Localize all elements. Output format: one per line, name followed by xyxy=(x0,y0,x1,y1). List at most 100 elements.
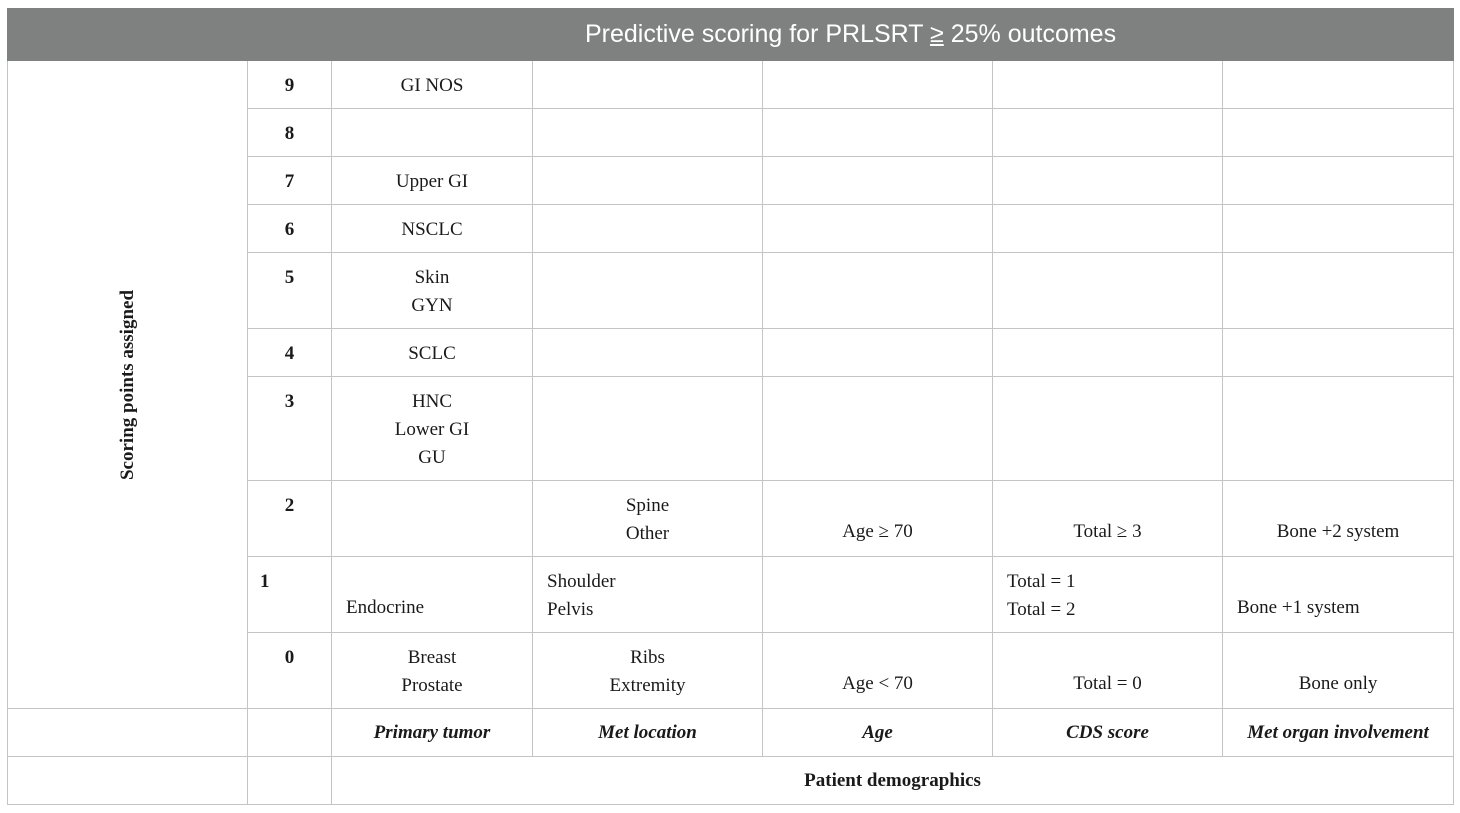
title-blank-cell xyxy=(7,8,248,61)
met-organ-cell: Bone only xyxy=(1221,632,1455,709)
points-cell: 0 xyxy=(247,632,332,709)
met-organ-cell xyxy=(1221,108,1455,157)
table-title-row: Predictive scoring for PRLSRT ≥ 25% outc… xyxy=(7,8,1455,61)
cds-score-cell xyxy=(992,156,1223,205)
points-cell: 2 xyxy=(247,480,332,557)
scoring-table-container: Predictive scoring for PRLSRT ≥ 25% outc… xyxy=(7,8,1455,805)
met-location-cell xyxy=(532,328,763,377)
cds-score-entry: Total = 1 xyxy=(1007,571,1076,592)
met-location-cell xyxy=(532,60,763,109)
met-organ-cell: Bone +1 system xyxy=(1221,556,1455,633)
primary-tumor-entry: GU xyxy=(418,447,446,468)
primary-tumor-cell: SCLC xyxy=(331,328,533,377)
primary-tumor-entry: Skin xyxy=(414,267,450,288)
cds-score-cell xyxy=(992,60,1223,109)
primary-tumor-cell: Breast Prostate xyxy=(331,632,533,709)
column-header-row: Primary tumor Met location Age CDS score… xyxy=(7,708,1455,757)
met-location-entry: Shoulder xyxy=(547,571,616,592)
points-cell: 9 xyxy=(247,60,332,109)
met-location-cell: Ribs Extremity xyxy=(532,632,763,709)
met-organ-cell xyxy=(1221,252,1455,329)
primary-tumor-entry: Prostate xyxy=(401,675,463,696)
points-cell: 4 xyxy=(247,328,332,377)
primary-tumor-cell: Endocrine xyxy=(331,556,533,633)
table-title-symbol: ≥ xyxy=(930,20,944,48)
cds-score-cell xyxy=(992,204,1223,253)
side-label-cell: Scoring points assigned xyxy=(7,60,248,709)
footer-blank-cell xyxy=(247,756,332,805)
cds-score-cell: Total ≥ 3 xyxy=(992,480,1223,557)
met-location-cell xyxy=(532,204,763,253)
column-header-cds-score: CDS score xyxy=(992,708,1223,757)
primary-tumor-entry: Breast xyxy=(407,647,457,668)
side-label: Scoring points assigned xyxy=(116,289,138,480)
primary-tumor-entry: Lower GI xyxy=(394,419,470,440)
points-cell: 7 xyxy=(247,156,332,205)
table-title: Predictive scoring for PRLSRT ≥ 25% outc… xyxy=(246,8,1455,61)
primary-tumor-cell xyxy=(331,480,533,557)
age-cell: Age ≥ 70 xyxy=(762,480,993,557)
age-cell xyxy=(762,60,993,109)
table-title-suffix: 25% outcomes xyxy=(943,20,1117,48)
table-row-3: 3 HNC Lower GI GU xyxy=(8,376,1455,481)
primary-tumor-cell: HNC Lower GI GU xyxy=(331,376,533,481)
age-cell xyxy=(762,156,993,205)
met-organ-cell xyxy=(1221,204,1455,253)
age-cell: Age < 70 xyxy=(762,632,993,709)
scoring-table: Predictive scoring for PRLSRT ≥ 25% outc… xyxy=(7,8,1455,805)
column-header-met-location: Met location xyxy=(532,708,763,757)
cds-score-cell xyxy=(992,252,1223,329)
met-organ-cell xyxy=(1221,328,1455,377)
points-cell: 8 xyxy=(247,108,332,157)
table-row-1: 1 Endocrine Shoulder Pelvis Total = 1 To… xyxy=(8,556,1455,633)
column-header-met-organ: Met organ involvement xyxy=(1221,708,1455,757)
column-header-primary-tumor: Primary tumor xyxy=(331,708,533,757)
met-location-entry: Ribs xyxy=(630,647,665,668)
column-header-age: Age xyxy=(762,708,993,757)
met-location-cell xyxy=(532,376,763,481)
primary-tumor-entry: GYN xyxy=(411,295,453,316)
table-row-5: 5 Skin GYN xyxy=(8,252,1455,329)
cds-score-cell xyxy=(992,328,1223,377)
points-cell: 1 xyxy=(247,556,332,633)
met-location-cell xyxy=(532,252,763,329)
footer-row: Patient demographics xyxy=(7,756,1455,805)
patient-demographics-label: Patient demographics xyxy=(330,756,1455,805)
met-organ-cell: Bone +2 system xyxy=(1221,480,1455,557)
met-location-entry: Other xyxy=(625,523,670,544)
table-row-9: Scoring points assigned 9 GI NOS xyxy=(7,60,1455,709)
met-organ-cell xyxy=(1221,376,1455,481)
met-location-entry: Spine xyxy=(625,495,670,516)
met-location-cell: Spine Other xyxy=(532,480,763,557)
footer-blank-cell xyxy=(7,756,248,805)
age-cell xyxy=(762,328,993,377)
primary-tumor-cell: Upper GI xyxy=(331,156,533,205)
cds-score-cell: Total = 1 Total = 2 xyxy=(992,556,1223,633)
points-cell: 3 xyxy=(247,376,332,481)
primary-tumor-cell: GI NOS xyxy=(331,60,533,109)
table-title-prefix: Predictive scoring for PRLSRT xyxy=(584,20,931,48)
met-location-cell xyxy=(532,156,763,205)
met-organ-cell xyxy=(1221,60,1455,109)
cds-score-cell xyxy=(992,108,1223,157)
table-row-2: 2 Spine Other Age ≥ 70 Total ≥ 3 Bone +2… xyxy=(8,480,1455,557)
age-cell xyxy=(762,108,993,157)
header-blank-cell xyxy=(247,708,332,757)
met-location-entry: Extremity xyxy=(609,675,686,696)
primary-tumor-cell xyxy=(331,108,533,157)
points-cell: 5 xyxy=(247,252,332,329)
met-location-cell xyxy=(532,108,763,157)
primary-tumor-cell: NSCLC xyxy=(331,204,533,253)
primary-tumor-cell: Skin GYN xyxy=(331,252,533,329)
cds-score-entry: Total = 2 xyxy=(1007,599,1076,620)
age-cell xyxy=(762,204,993,253)
age-cell xyxy=(762,556,993,633)
cds-score-cell xyxy=(992,376,1223,481)
met-location-entry: Pelvis xyxy=(547,599,594,620)
header-blank-cell xyxy=(7,708,248,757)
cds-score-cell: Total = 0 xyxy=(992,632,1223,709)
points-cell: 6 xyxy=(247,204,332,253)
age-cell xyxy=(762,376,993,481)
met-organ-cell xyxy=(1221,156,1455,205)
primary-tumor-entry: HNC xyxy=(411,391,453,412)
